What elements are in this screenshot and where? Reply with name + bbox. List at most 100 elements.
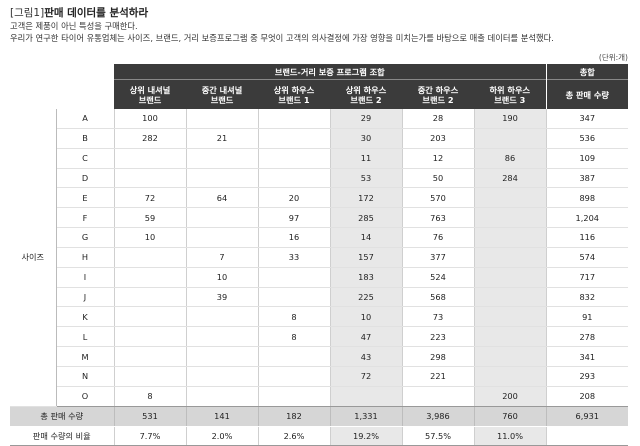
table-cell: 10 [113,227,186,248]
table-cell [185,227,258,248]
table-summary: 총 판매 수량 531 141 182 1,331 3,986 760 6,931 판매 수량의… [10,406,629,446]
table-row: 사이즈 A 100 29 28 190 347 [10,109,629,407]
row-total-cell: 536 [545,128,629,149]
table-cell [185,148,258,169]
column-header-line2: 브랜드 3 [494,94,526,105]
total-row-cell: 141 [185,406,258,427]
table-cell [185,168,258,189]
table-cell: 221 [401,366,474,387]
table-cell: 12 [401,148,474,169]
size-code: H [56,247,114,268]
size-code: A [56,109,114,129]
description-line-1: 고객은 제품이 아닌 특성을 구매한다. [10,21,138,31]
table-cell: 72 [329,366,402,387]
table-cell [473,247,547,268]
column-header: 중간 내셔널 브랜드 [186,79,258,109]
size-code: K [56,306,114,328]
table-cell: 11 [329,148,402,169]
table-cell [185,346,258,367]
sales-table: 브랜드-거리 보증 프로그램 조합 총합 상위 내셔널 브랜드 중간 내셔널 브랜드 상… [10,64,629,446]
table-cell [257,148,330,169]
table-row: C 11 12 86 109 [10,148,629,169]
table-cell [185,306,258,328]
table-row: J 39 225 568 832 [10,287,629,308]
row-total-cell: 109 [545,148,629,169]
table-cell [473,207,547,229]
table-cell: 30 [329,128,402,149]
table-cell: 203 [401,128,474,149]
table-row: F 59 97 285 763 1,204 [10,207,629,229]
table-cell [257,168,330,189]
table-cell [113,148,186,169]
column-header-line1: 하위 하우스 [489,84,531,95]
table-cell: 47 [329,326,402,348]
row-total-cell: 347 [545,109,629,129]
table-cell [473,326,547,348]
table-cell [113,366,186,387]
ratio-row: 판매 수량의 비율 7.7% 2.0% 2.6% 19.2% 57.5% 11.0% [10,426,629,446]
total-row: 총 판매 수량 531 141 182 1,331 3,986 760 6,931 [10,406,629,427]
group-header: 브랜드-거리 보증 프로그램 조합 [114,64,547,80]
table-row: K 8 10 73 91 [10,306,629,328]
table-cell: 10 [185,267,258,288]
column-header-line1: 중간 내셔널 [201,84,243,95]
column-header-line2: 브랜드 2 [422,94,454,105]
table-cell [113,247,186,268]
table-cell: 157 [329,247,402,268]
table-cell [329,386,402,407]
table-cell [113,326,186,348]
table-cell [257,109,330,129]
column-header: 중간 하우스 브랜드 2 [402,79,474,109]
table-cell: 183 [329,267,402,288]
table-cell: 73 [401,306,474,328]
column-header-row: 상위 내셔널 브랜드 중간 내셔널 브랜드 상위 하우스 브랜드 1 상위 하우스 브랜드 2… [10,79,629,109]
table-cell [257,366,330,387]
column-header: 상위 내셔널 브랜드 [114,79,186,109]
row-total-cell: 717 [545,267,629,288]
table-cell: 190 [473,109,547,129]
unit-label: (단위:개) [598,53,628,62]
table-cell [185,326,258,348]
row-total-cell: 898 [545,187,629,209]
table-cell [473,187,547,209]
ratio-row-cell: 57.5% [401,426,474,446]
size-code: G [56,227,114,248]
ratio-row-cell: 7.7% [113,426,186,446]
total-row-cell: 531 [113,406,186,427]
table-cell [473,287,547,308]
total-row-cell: 760 [473,406,547,427]
size-code: M [56,346,114,367]
table-cell: 16 [257,227,330,248]
table-row: G 10 16 14 76 116 [10,227,629,248]
size-code: D [56,168,114,189]
ratio-row-cell: 2.6% [257,426,330,446]
table-cell: 282 [113,128,186,149]
table-cell: 86 [473,148,547,169]
table-row: D 53 50 284 387 [10,168,629,189]
size-code: E [56,187,114,209]
table-cell [257,128,330,149]
table-cell: 64 [185,187,258,209]
table-row: E 72 64 20 172 570 898 [10,187,629,209]
size-code: L [56,326,114,348]
size-code: N [56,366,114,387]
table-cell: 28 [401,109,474,129]
table-cell [185,207,258,229]
table-cell [473,128,547,149]
column-header: 상위 하우스 브랜드 2 [330,79,402,109]
column-header: 하위 하우스 브랜드 3 [474,79,547,109]
figure-title: [그림1]판매 데이터를 분석하라 [10,6,632,20]
column-header-line1: 상위 하우스 [345,84,387,95]
table-cell [401,386,474,407]
table-cell: 43 [329,346,402,367]
table-cell: 284 [473,168,547,189]
total-row-total: 6,931 [545,406,629,427]
row-total-cell: 208 [545,386,629,407]
table-cell: 298 [401,346,474,367]
table-cell: 39 [185,287,258,308]
table-row: M 43 298 341 [10,346,629,367]
table-cell [113,267,186,288]
size-code: F [56,207,114,229]
table-cell [185,366,258,387]
table-cell: 53 [329,168,402,189]
